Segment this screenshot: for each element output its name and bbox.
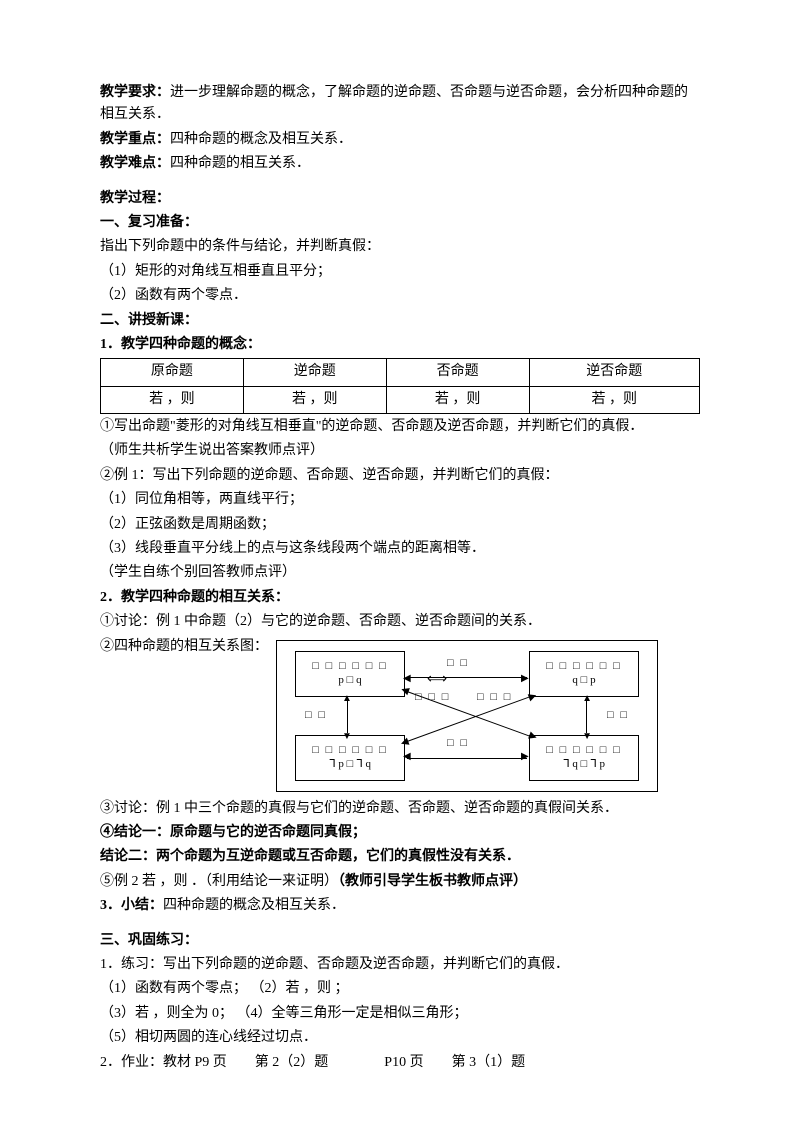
proposition-table: 原命题 逆命题 否命题 逆否命题 若 ，则 若 ，则 若 ，则 若 ，则 [100,358,700,414]
th-original: 原命题 [101,359,244,386]
focus-text: 四种命题的概念及相互关系． [170,132,352,147]
node-tl-row1: □ □ □ □ □ □ [312,660,388,673]
td-contrapositive: 若 ，则 [529,386,699,413]
s3-l4: （5）相切两圆的连心线经过切点． [100,1027,700,1049]
s2-p2-l3: ③讨论：例 1 中三个命题的真假与它们的逆命题、否命题、逆否命题的真假间关系． [100,798,700,820]
s3-l3: （3）若 ，则全为 0； （4）全等三角形一定是相似三角形； [100,1003,700,1025]
s2-p2-l2: ②四种命题的相互关系图： [100,636,268,658]
s1-l2: （1）矩形的对角线互相垂直且平分； [100,261,700,283]
s2-p1-title: 1．教学四种命题的概念： [100,334,700,356]
td-converse: 若 ，则 [243,386,386,413]
right-label: □ □ [607,707,629,725]
ex2-note: （教师引导学生板书教师点评） [338,874,527,889]
left-label: □ □ [305,707,327,725]
node-tr-row2: q □ p [572,674,595,687]
diff-text: 四种命题的相互关系． [170,156,310,171]
node-tl-row2: p □ q [338,674,361,687]
ex2-text: 若 ，则 ．（利用结论一来证明） [139,874,339,889]
bottom-label: □ □ [447,735,469,753]
ex1-text: 写出下列命题的逆命题、否命题、逆否命题，并判断它们的真假： [153,468,559,483]
s2-p2-l4a: ④结论一：原命题与它的逆否命题同真假； [100,822,700,844]
s2-line1: ①写出命题"菱形的对角线互相垂直"的逆命题、否命题及逆否命题，并判断它们的真假． [100,416,700,438]
req-text: 进一步理解命题的概念，了解命题的逆命题、否命题与逆否命题，会分析四种命题的相互关… [100,85,688,122]
node-tr-row1: □ □ □ □ □ □ [546,660,622,673]
s2-p3-text: 四种命题的概念及相互关系． [163,898,345,913]
ex1-1: （1）同位角相等，两直线平行； [100,489,700,511]
th-converse: 逆命题 [243,359,386,386]
top-label: □ □ [447,655,469,673]
arrowhead-lu: ▲ [342,691,352,707]
td-inverse: 若 ，则 [386,386,529,413]
s1-l1: 指出下列命题中的条件与结论，并判断真假： [100,236,700,258]
process-title: 教学过程： [100,188,700,210]
s2-title: 二、讲授新课： [100,310,700,332]
ex1-3: （3）线段垂直平分线上的点与这条线段两个端点的距离相等． [100,538,700,560]
th-inverse: 否命题 [386,359,529,386]
ex1-2: （2）正弦函数是周期函数； [100,514,700,536]
diag1-label: □ □ □ [415,689,450,707]
s2-p3: 3．小结： [100,898,163,913]
s2-line2: （师生共析学生说出答案教师点评） [100,440,700,462]
ex2-title: ⑤例 2 [100,874,139,889]
diag2-label: □ □ □ [477,689,512,707]
arrowhead-tr: ▶ [521,671,529,687]
s3-l1: 1．练习：写出下列命题的逆命题、否命题及逆否命题，并判断它们的真假． [100,954,700,976]
ex1-title: ②例 1： [100,468,153,483]
s3-title: 三、巩固练习： [100,930,700,952]
node-bl-row1: □ □ □ □ □ □ [312,744,388,757]
s3-l2: （1）函数有两个零点； （2）若 ，则 ； [100,978,700,1000]
node-br-row2: ᒣ q □ ᒣ p [563,758,605,771]
ex1-note: （学生自练个别回答教师点评） [100,562,700,584]
focus-label: 教学重点： [100,132,170,147]
node-bl-row2: ᒣ p □ ᒣ q [329,758,371,771]
s2-p2-l1: ①讨论：例 1 中命题（2）与它的逆命题、否命题、逆否命题间的关系． [100,611,700,633]
relations-diagram: □ □ □ □ □ □ p □ q □ □ □ □ □ □ q □ p □ □ … [276,640,658,792]
s2-p2-l4b: 结论二：两个命题为互逆命题或互否命题，它们的真假性没有关系． [100,846,700,868]
arrowhead-ru: ▲ [582,691,592,707]
s1-title: 一、复习准备： [100,212,700,234]
line-top [407,677,527,678]
s3-l5: 2．作业：教材 P9 页 第 2（2）题 P10 页 第 3（1）题 [100,1052,700,1074]
arrowhead-rd: ▼ [582,729,592,745]
s2-p2-title: 2．教学四种命题的相互关系： [100,587,700,609]
s1-l3: （2）函数有两个零点． [100,285,700,307]
th-contrapositive: 逆否命题 [529,359,699,386]
node-br-row1: □ □ □ □ □ □ [546,744,622,757]
arrowhead-ld: ▼ [342,729,352,745]
diff-label: 教学难点： [100,156,170,171]
td-original: 若 ，则 [101,386,244,413]
req-label: 教学要求： [100,85,170,100]
line-bottom [407,758,527,759]
arrowhead-br: ▶ [521,749,529,765]
